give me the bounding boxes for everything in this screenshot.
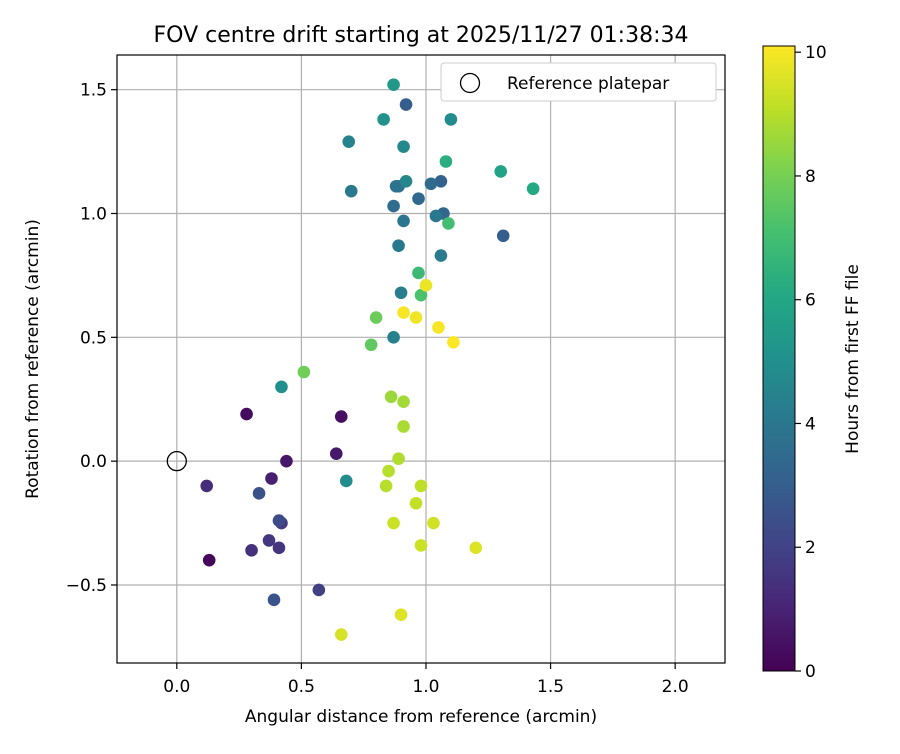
data-point — [427, 516, 440, 530]
y-axis-label: Rotation from reference (arcmin) — [23, 219, 43, 499]
reference-platepar-marker — [166, 451, 187, 472]
data-point — [409, 496, 423, 510]
colorbar-tick-label: 10 — [805, 43, 827, 63]
data-point — [397, 306, 410, 319]
data-point — [412, 266, 425, 280]
plot-frame — [116, 54, 726, 664]
data-point — [267, 593, 281, 607]
data-point — [329, 447, 343, 461]
y-tick-label: 1.0 — [80, 205, 107, 225]
x-axis-label: Angular distance from reference (arcmin) — [245, 707, 597, 727]
data-point — [379, 479, 393, 493]
data-point — [419, 279, 433, 292]
data-point — [394, 608, 408, 622]
data-point — [369, 311, 383, 324]
y-tick-label: 0.5 — [80, 328, 107, 348]
chart-title: FOV centre drift starting at 2025/11/27 … — [154, 23, 689, 48]
data-point — [409, 311, 423, 324]
data-point — [432, 321, 445, 334]
data-point — [434, 175, 448, 188]
colorbar-label: Hours from first FF file — [843, 264, 863, 454]
data-point — [526, 182, 540, 196]
data-point — [240, 407, 253, 421]
x-tick-label: 1.0 — [412, 677, 439, 697]
data-point — [414, 288, 428, 302]
data-point — [382, 464, 395, 478]
data-point — [275, 380, 288, 394]
data-point — [496, 229, 510, 243]
data-point — [262, 534, 276, 547]
data-point — [399, 98, 413, 111]
data-point — [280, 454, 293, 468]
x-tick-label: 0.5 — [288, 677, 315, 697]
colorbar-tick-label: 6 — [805, 291, 816, 311]
legend-marker-reference — [459, 72, 481, 94]
data-point — [394, 286, 408, 300]
data-point — [439, 155, 453, 168]
data-point — [414, 539, 428, 552]
colorbar-tick-label: 4 — [805, 414, 816, 434]
data-point — [412, 192, 425, 205]
colorbar-tick-label: 8 — [805, 167, 816, 187]
data-point — [397, 395, 410, 409]
data-point — [424, 177, 438, 191]
plot-area — [117, 55, 725, 663]
reference-marker-group — [166, 451, 187, 472]
data-point — [265, 472, 278, 485]
data-point — [397, 140, 410, 153]
y-tick-label: 1.5 — [80, 81, 107, 101]
legend: Reference platepar — [440, 62, 717, 102]
x-axis-ticks: 0.0 0.5 1.0 1.5 2.0 — [163, 663, 689, 697]
data-point — [272, 514, 286, 527]
data-point — [272, 541, 286, 555]
data-point — [387, 78, 400, 92]
data-point — [334, 628, 348, 641]
data-point — [377, 113, 390, 126]
data-point — [334, 410, 348, 423]
data-point — [252, 487, 266, 500]
legend-label-reference: Reference platepar — [507, 74, 669, 94]
data-point — [447, 335, 460, 349]
data-point — [339, 474, 353, 488]
data-point — [469, 541, 483, 555]
x-tick-label: 1.5 — [537, 677, 564, 697]
data-point — [494, 165, 508, 178]
data-point — [387, 516, 400, 530]
colorbar-tick-label: 0 — [805, 662, 816, 682]
data-point — [392, 452, 405, 465]
data-point — [364, 338, 378, 352]
data-point — [429, 209, 443, 223]
colorbar-tick-label: 2 — [805, 538, 816, 558]
y-axis-ticks: −0.5 0.0 0.5 1.0 1.5 — [66, 81, 117, 596]
x-tick-label: 2.0 — [662, 677, 689, 697]
data-point — [389, 179, 403, 193]
data-point — [200, 479, 214, 493]
data-point — [202, 553, 216, 567]
data-point — [297, 365, 311, 379]
data-point — [387, 199, 400, 213]
data-point — [444, 113, 458, 126]
data-point — [344, 184, 358, 198]
data-point — [245, 544, 258, 557]
data-point — [312, 583, 326, 597]
data-point — [342, 135, 356, 148]
data-point — [384, 390, 398, 404]
data-point — [397, 420, 410, 433]
data-point — [387, 331, 400, 344]
y-tick-label: 0.0 — [80, 452, 107, 472]
data-point — [414, 479, 428, 493]
data-point — [434, 249, 448, 262]
data-point — [399, 175, 413, 188]
data-point — [442, 217, 455, 230]
x-tick-label: 0.0 — [163, 677, 190, 697]
colorbar — [762, 45, 796, 672]
data-points — [200, 78, 540, 641]
y-tick-label: −0.5 — [66, 576, 107, 596]
data-point — [392, 239, 405, 252]
colorbar-ticks: 0 2 4 6 8 10 — [795, 43, 827, 682]
data-point — [397, 214, 410, 228]
legend-box — [440, 62, 717, 102]
